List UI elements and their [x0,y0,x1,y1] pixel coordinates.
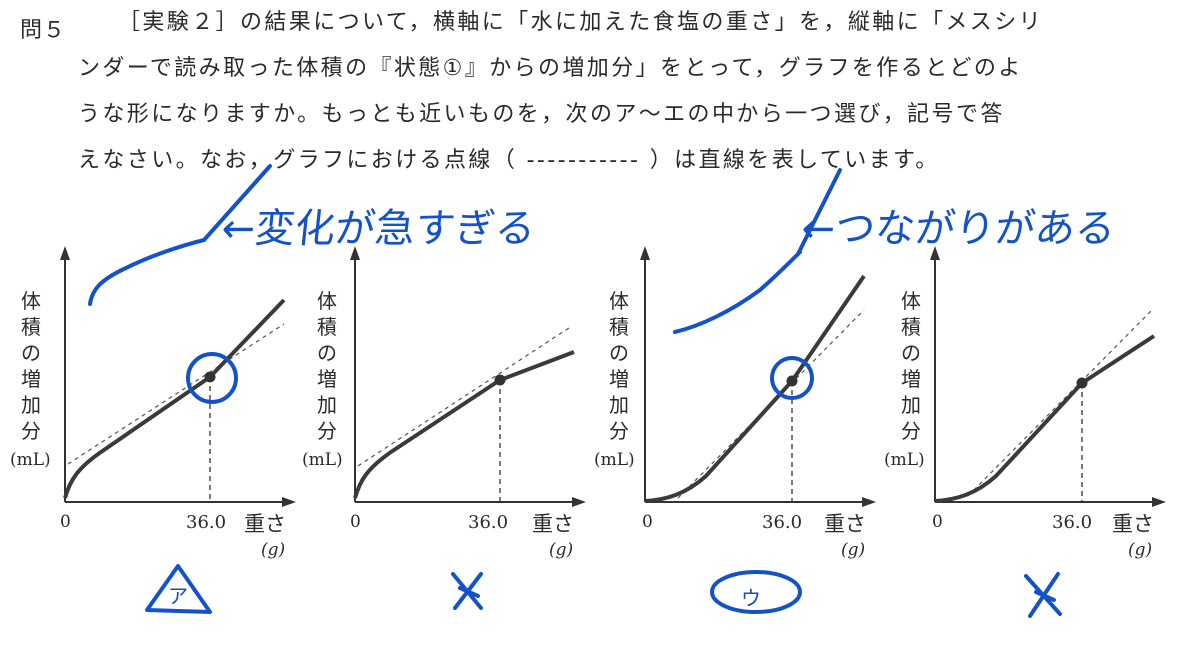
graph-ylabel: 体積の増加分 [317,289,337,443]
graph-tick-label: 36.0 [1052,512,1093,533]
graph-a-plot [60,246,296,507]
graph-tick-label: 36.0 [186,512,227,533]
graph-xunit: (g) [1128,540,1153,560]
handwritten-note-right: ←つながりがある [799,206,1118,252]
graph-origin-label: 0 [350,512,361,532]
graph-xunit: (g) [841,540,866,560]
choice-a-label: ア [168,584,188,608]
graph-xlabel: 重さ [1112,512,1154,536]
graph-tick-label: 36.0 [762,512,803,533]
graph-yunit: (mL) [302,450,343,470]
question-line-3: うな形になりますか。もっとも近いものを，次のア～エの中から一つ選び，記号で答 [78,102,1005,127]
graph-a: 体積の増加分 (mL) 0 36.0 重さ (g) [6,240,298,580]
graph-xlabel: 重さ [824,512,866,536]
graph-origin-label: 0 [932,512,943,532]
question-line-4: えなさい。なお，グラフにおける点線（ ----------- ）は直線を表してい… [78,148,940,173]
graph-b-plot [350,246,586,507]
graph-yunit: (mL) [594,450,635,470]
graph-xlabel: 重さ [244,512,286,536]
question-line-1: ［実験２］の結果について，横軸に「水に加えた食塩の重さ」を，縦軸に「メスシリ [118,10,1044,35]
graph-ylabel: 体積の増加分 [21,289,41,443]
graph-xlabel: 重さ [532,512,574,536]
graph-c-plot [640,246,876,507]
graph-ylabel: 体積の増加分 [901,289,921,443]
graph-d: 体積の増加分 (mL) 0 36.0 重さ (g) [876,240,1168,580]
graph-ylabel: 体積の増加分 [609,289,629,443]
choice-c-label: ウ [741,586,761,610]
graph-yunit: (mL) [10,450,51,470]
graph-yunit: (mL) [884,450,925,470]
graph-xunit: (g) [549,540,574,560]
graph-tick-label: 36.0 [468,512,509,533]
graph-c: 体積の増加分 (mL) 0 36.0 重さ (g) [586,240,878,580]
graph-d-plot [930,246,1166,507]
graph-origin-label: 0 [642,512,653,532]
question-line-2: ンダーで読み取った体積の『状態①』からの増加分」をとって，グラフを作るとどのよ [78,56,1023,81]
graph-xunit: (g) [261,540,286,560]
handwritten-note-left: ←変化が急すぎる [219,206,538,252]
graph-origin-label: 0 [60,512,71,532]
question-number: 問５ [20,18,67,43]
graph-b: 体積の増加分 (mL) 0 36.0 重さ (g) [296,240,588,580]
